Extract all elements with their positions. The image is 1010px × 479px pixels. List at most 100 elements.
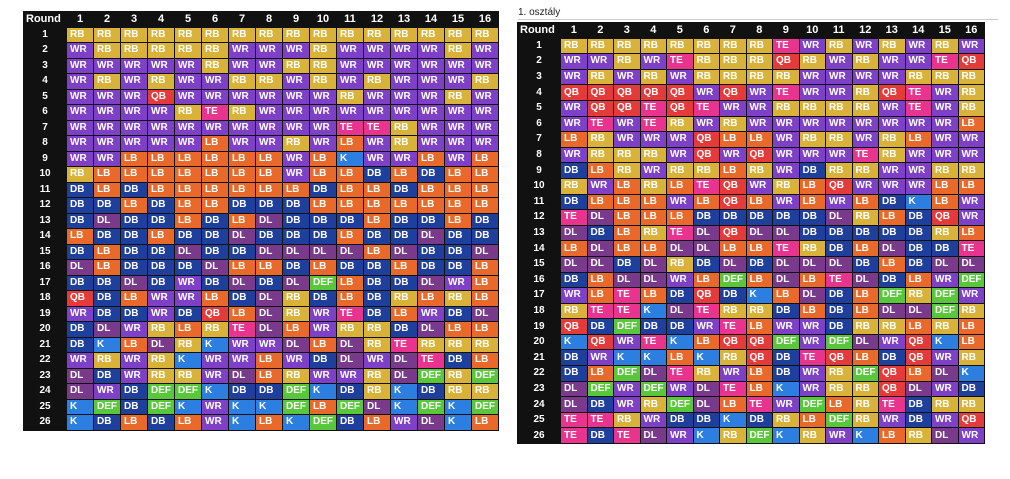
table-row: 14 LB DB DB LB DB DB DL DB DB DB LB DB DB DL DB DB — [23, 228, 499, 245]
pick-cell: DL — [228, 274, 256, 291]
pick-cell: RB — [282, 290, 310, 307]
pick-cell: RB — [560, 177, 588, 195]
pick-cell: DB — [957, 380, 985, 398]
pick-cell: LB — [957, 333, 985, 351]
team-column-header: 2 — [586, 22, 614, 39]
pick-cell: LB — [957, 318, 985, 335]
pick-cell: DB — [390, 212, 418, 229]
team-column-header: 4 — [147, 11, 175, 28]
team-column-header: 15 — [444, 11, 472, 28]
table-row: 7 LB RB WR WR WR QB LB LB WR RB RB WR RB LB WR WR — [517, 131, 985, 148]
pick-cell: DL — [390, 243, 418, 260]
pick-cell: WR — [851, 115, 879, 133]
pick-cell: DL — [639, 365, 667, 382]
team-column-header: 2 — [93, 11, 121, 28]
table-row: 21 DB K LB DL RB K WR WR DL LB DL RB TE RB RB RB — [23, 336, 499, 353]
pick-cell: WR — [336, 104, 364, 121]
pick-cell: WR — [255, 42, 283, 59]
pick-cell: RB — [878, 131, 906, 148]
pick-cell: RB — [471, 26, 499, 43]
pick-cell: DB — [772, 349, 800, 367]
table-row: 20 K QB WR TE K LB QB QB DEF WR DEF DL WR QB K LB — [517, 333, 985, 351]
pick-cell: WR — [93, 104, 121, 121]
pick-cell: RB — [719, 68, 747, 86]
pick-cell: DL — [825, 209, 853, 226]
table-row: 20 DB DL WR RB LB RB TE DL LB WR RB RB DB DL LB LB — [23, 321, 499, 338]
pick-cell: RB — [228, 26, 256, 43]
round-number: 18 — [517, 302, 561, 320]
pick-cell: LB — [471, 290, 499, 307]
table-row: 24 DL DB WR RB DEF DL LB TE WR DEF LB RB TE DB RB RB — [517, 396, 985, 413]
pick-cell: QB — [719, 193, 747, 211]
pick-cell: DEF — [639, 380, 667, 398]
pick-cell: DL — [560, 380, 588, 398]
pick-cell: LB — [417, 197, 445, 214]
pick-cell: WR — [471, 135, 499, 152]
team-column-header: 10 — [309, 11, 337, 28]
pick-cell: RB — [825, 37, 853, 55]
round-number: 19 — [517, 318, 561, 335]
pick-cell: K — [255, 398, 283, 415]
pick-cell: TE — [613, 287, 641, 304]
pick-cell: DL — [390, 367, 418, 384]
pick-cell: WR — [719, 365, 747, 382]
pick-cell: K — [931, 333, 959, 351]
pick-cell: LB — [336, 290, 364, 307]
pick-cell: WR — [201, 73, 229, 90]
pick-cell: DB — [931, 240, 959, 257]
pick-cell: RB — [363, 336, 391, 353]
pick-cell: DB — [586, 224, 614, 242]
pick-cell: K — [904, 193, 932, 211]
pick-cell: DB — [745, 209, 773, 226]
pick-cell: DEF — [309, 274, 337, 291]
pick-cell: LB — [745, 365, 773, 382]
pick-cell: WR — [666, 380, 694, 398]
table-row: 11 DB LB DB LB LB LB LB LB LB DB LB LB DB LB LB LB — [23, 181, 499, 198]
pick-cell: LB — [904, 318, 932, 335]
pick-cell: RB — [147, 352, 175, 369]
pick-cell: WR — [851, 177, 879, 195]
pick-cell: RB — [586, 37, 614, 55]
pick-cell: WR — [931, 146, 959, 164]
pick-cell: LB — [390, 166, 418, 183]
pick-cell: RB — [692, 365, 720, 382]
pick-cell: LB — [93, 166, 121, 183]
pick-cell: RB — [201, 321, 229, 338]
pick-cell: LB — [201, 181, 229, 198]
pick-cell: DB — [851, 224, 879, 242]
pick-cell: WR — [613, 396, 641, 413]
pick-cell: DB — [639, 318, 667, 335]
round-number: 11 — [23, 181, 67, 198]
pick-cell: LB — [309, 259, 337, 276]
pick-cell: QB — [825, 177, 853, 195]
pick-cell: LB — [336, 228, 364, 245]
pick-cell: LB — [931, 193, 959, 211]
pick-cell: RB — [745, 53, 773, 70]
pick-cell: RB — [931, 224, 959, 242]
pick-cell: QB — [719, 177, 747, 195]
pick-cell: LB — [745, 318, 773, 335]
pick-cell: LB — [228, 166, 256, 183]
pick-cell: RB — [363, 26, 391, 43]
pick-cell: RB — [363, 367, 391, 384]
pick-cell: DB — [174, 305, 202, 322]
pick-cell: RB — [851, 84, 879, 101]
table-row: 22 WR RB WR RB K WR WR LB WR DB DL WR DL TE DB LB — [23, 352, 499, 369]
pick-cell: K — [444, 414, 472, 431]
pick-cell: WR — [613, 115, 641, 133]
pick-cell: DB — [120, 305, 148, 322]
pick-cell: WR — [931, 84, 959, 101]
pick-cell: RB — [719, 349, 747, 367]
pick-cell: DL — [255, 212, 283, 229]
pick-cell: DB — [201, 228, 229, 245]
round-number: 9 — [23, 150, 67, 167]
table-row: 19 QB DB DEF DB DB WR TE LB WR WR DB RB RB LB RB LB — [517, 318, 985, 335]
pick-cell: WR — [174, 88, 202, 105]
pick-cell: QB — [586, 333, 614, 351]
pick-cell: TE — [878, 396, 906, 413]
pick-cell: WR — [560, 53, 588, 70]
pick-cell: WR — [560, 115, 588, 133]
pick-cell: LB — [309, 197, 337, 214]
pick-cell: LB — [309, 398, 337, 415]
pick-cell: LB — [798, 193, 826, 211]
